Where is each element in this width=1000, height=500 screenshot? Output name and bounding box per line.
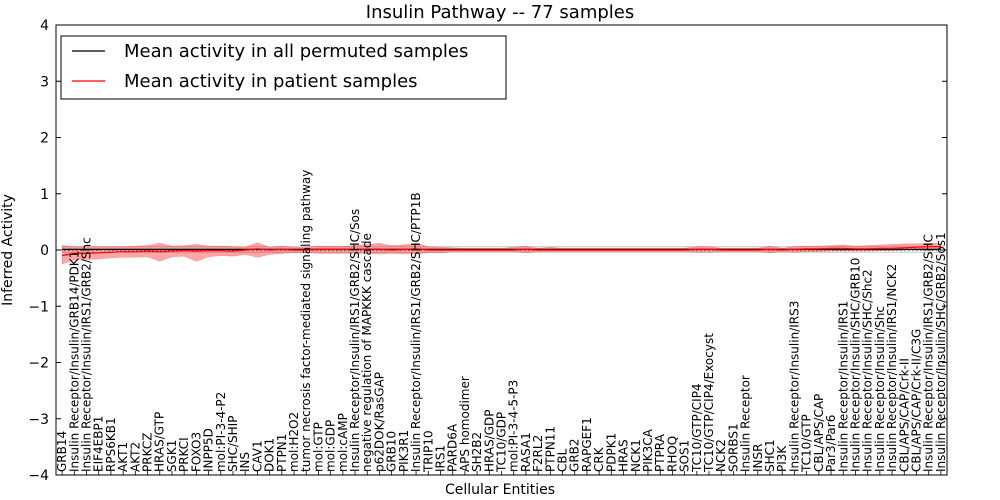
x-tick-label: GRB14 — [55, 431, 69, 472]
x-tick-label: PI3K — [775, 445, 789, 472]
x-tick-label: Insulin Receptor/Insulin/IRS1/GRB2/Shc — [80, 237, 94, 472]
x-tick-label: Insulin Receptor/Insulin/Shc — [873, 306, 887, 472]
x-tick-label: PARD6A — [446, 423, 460, 472]
x-tick-label: EIF4EBP1 — [92, 416, 106, 472]
x-axis-label: Cellular Entities — [445, 482, 555, 498]
x-tick-label: mol:cAMP — [336, 413, 350, 472]
x-tick-label: DOK1 — [263, 438, 277, 472]
x-tick-label: FOXO3 — [189, 432, 203, 472]
x-tick-label: RAPGEF1 — [580, 417, 594, 472]
x-tick-label: Insulin Receptor/Insulin/SHC/GRB10 — [849, 258, 863, 472]
x-tick-label: PTPRA — [653, 433, 667, 472]
x-tick-label: INSR — [751, 444, 765, 472]
x-tick-label: SH2B2 — [470, 432, 484, 472]
x-tick-label: GRB10 — [385, 431, 399, 472]
x-tick-label: SGK1 — [165, 440, 179, 472]
chart-title: Insulin Pathway -- 77 samples — [366, 2, 634, 23]
x-tick-label: RASA1 — [519, 432, 533, 472]
x-tick-label: Insulin Receptor/Insulin/GRB14/PDK1 — [67, 251, 81, 472]
x-tick-label: Insulin Receptor/Insulin/IRS1 — [836, 301, 850, 472]
x-tick-label: Insulin Receptor/Insulin/IRS1/GRB2/SHC — [922, 234, 936, 472]
x-tick-label: F2RL2 — [531, 435, 545, 472]
x-tick-label: Insulin Receptor/Insulin/IRS1/GRB2/SHC/P… — [409, 192, 423, 472]
x-tick-label: PRKCZ — [141, 433, 155, 472]
x-tick-label: TC10/GTP — [800, 414, 814, 473]
x-tick-label: CAV1 — [250, 440, 264, 472]
y-tick-label: 3 — [40, 74, 49, 90]
x-tick-label: PTPN11 — [543, 426, 557, 472]
y-tick-label: −3 — [28, 412, 49, 428]
x-tick-label: Insulin Receptor/Insulin/IRS1/NCK2 — [885, 264, 899, 472]
x-tick-label: CRK — [592, 446, 606, 472]
x-tick-label: mol:GDP — [324, 420, 338, 472]
x-tick-label: SHC/SHIP — [226, 416, 240, 472]
x-tick-label: Insulin Receptor/Insulin/IRS1/GRB2/SHC/S… — [348, 209, 362, 472]
y-tick-label: −1 — [28, 299, 49, 315]
x-tick-label: HRAS/GTP — [153, 412, 167, 472]
x-tick-label: CBL/APS/CAP/Crk-II — [897, 358, 911, 472]
y-tick-label: 1 — [40, 187, 49, 203]
x-tick-label: Par3/Par6 — [824, 415, 838, 472]
x-tick-label: INS — [238, 452, 252, 472]
x-tick-label: PTPN1 — [275, 434, 289, 472]
legend-box — [60, 35, 507, 100]
x-tick-label: TC10/GTP/CIP4/Exocyst — [702, 333, 716, 473]
y-tick-label: −2 — [28, 356, 49, 372]
x-tick-label: SHC1 — [763, 439, 777, 472]
x-tick-label: mol:GTP — [311, 422, 325, 472]
series-line-patient — [61, 246, 941, 257]
x-tick-label: SOS1 — [678, 440, 692, 472]
x-tick-label: SORBS1 — [726, 423, 740, 472]
x-tick-label: Insulin Receptor/Insulin/SHC/Shc2 — [861, 269, 875, 472]
y-tick-label: 0 — [40, 243, 49, 259]
legend-label-permuted: Mean activity in all permuted samples — [124, 41, 468, 62]
x-tick-label: PIK3CA — [641, 428, 655, 472]
x-tick-label: NCK1 — [629, 439, 643, 472]
x-tick-label: HRAS/GDP — [482, 409, 496, 472]
y-tick-label: −4 — [28, 468, 49, 484]
legend: Mean activity in all permuted samples Me… — [60, 35, 507, 100]
y-axis-label: Inferred Activity — [0, 194, 16, 306]
x-tick-label: Insulin Receptor/Insulin/IRS3 — [787, 301, 801, 472]
x-tick-label: RPS6KB1 — [104, 417, 118, 472]
x-tick-label: tumor necrosis factor-mediated signaling… — [299, 170, 313, 472]
x-tick-label: TRIP10 — [421, 430, 435, 473]
x-tick-label: mol:H2O2 — [287, 412, 301, 472]
x-tick-label: CBL/APS/CAP/Crk-II/C3G — [910, 329, 924, 472]
x-tick-label: CBL — [556, 448, 570, 472]
x-tick-label: AKT2 — [128, 442, 142, 472]
x-tick-label: APS homodimer — [458, 376, 472, 472]
x-tick-label: p62DOK/RasGAP — [372, 372, 386, 472]
x-tick-label: GRB2 — [568, 438, 582, 472]
x-tick-label: mol:PI-3-4-P2 — [214, 392, 228, 472]
x-tick-label: Insulin Receptor/Insulin/SHC/GRB2/Sos1 — [934, 232, 948, 472]
x-tick-label: HRAS — [617, 439, 631, 472]
x-tick-label: CBL/APS/CAP — [812, 394, 826, 472]
y-tick-label: 2 — [40, 131, 49, 147]
x-tick-label: IRS1 — [434, 445, 448, 472]
x-tick-label: AKT1 — [116, 442, 130, 472]
y-tick-label: 4 — [40, 18, 49, 34]
x-tick-label: NCK2 — [714, 439, 728, 472]
x-tick-label: TC10/GTP/CIP4 — [690, 383, 704, 473]
x-tick-label: Insulin Receptor — [739, 375, 753, 472]
legend-label-patient: Mean activity in patient samples — [124, 71, 418, 92]
x-tick-label: PIK3R1 — [397, 430, 411, 472]
x-tick-label: PRKCI — [177, 437, 191, 472]
x-tick-label: negative regulation of MAPKKK cascade — [360, 233, 374, 472]
x-tick-label: RHOQ — [665, 436, 679, 472]
x-tick-label: mol:PI-3-4-5-P3 — [507, 380, 521, 472]
x-tick-label: PDPK1 — [604, 433, 618, 472]
x-tick-label: TC10/GDP — [495, 412, 509, 473]
x-tick-label: INPP5D — [202, 428, 216, 472]
